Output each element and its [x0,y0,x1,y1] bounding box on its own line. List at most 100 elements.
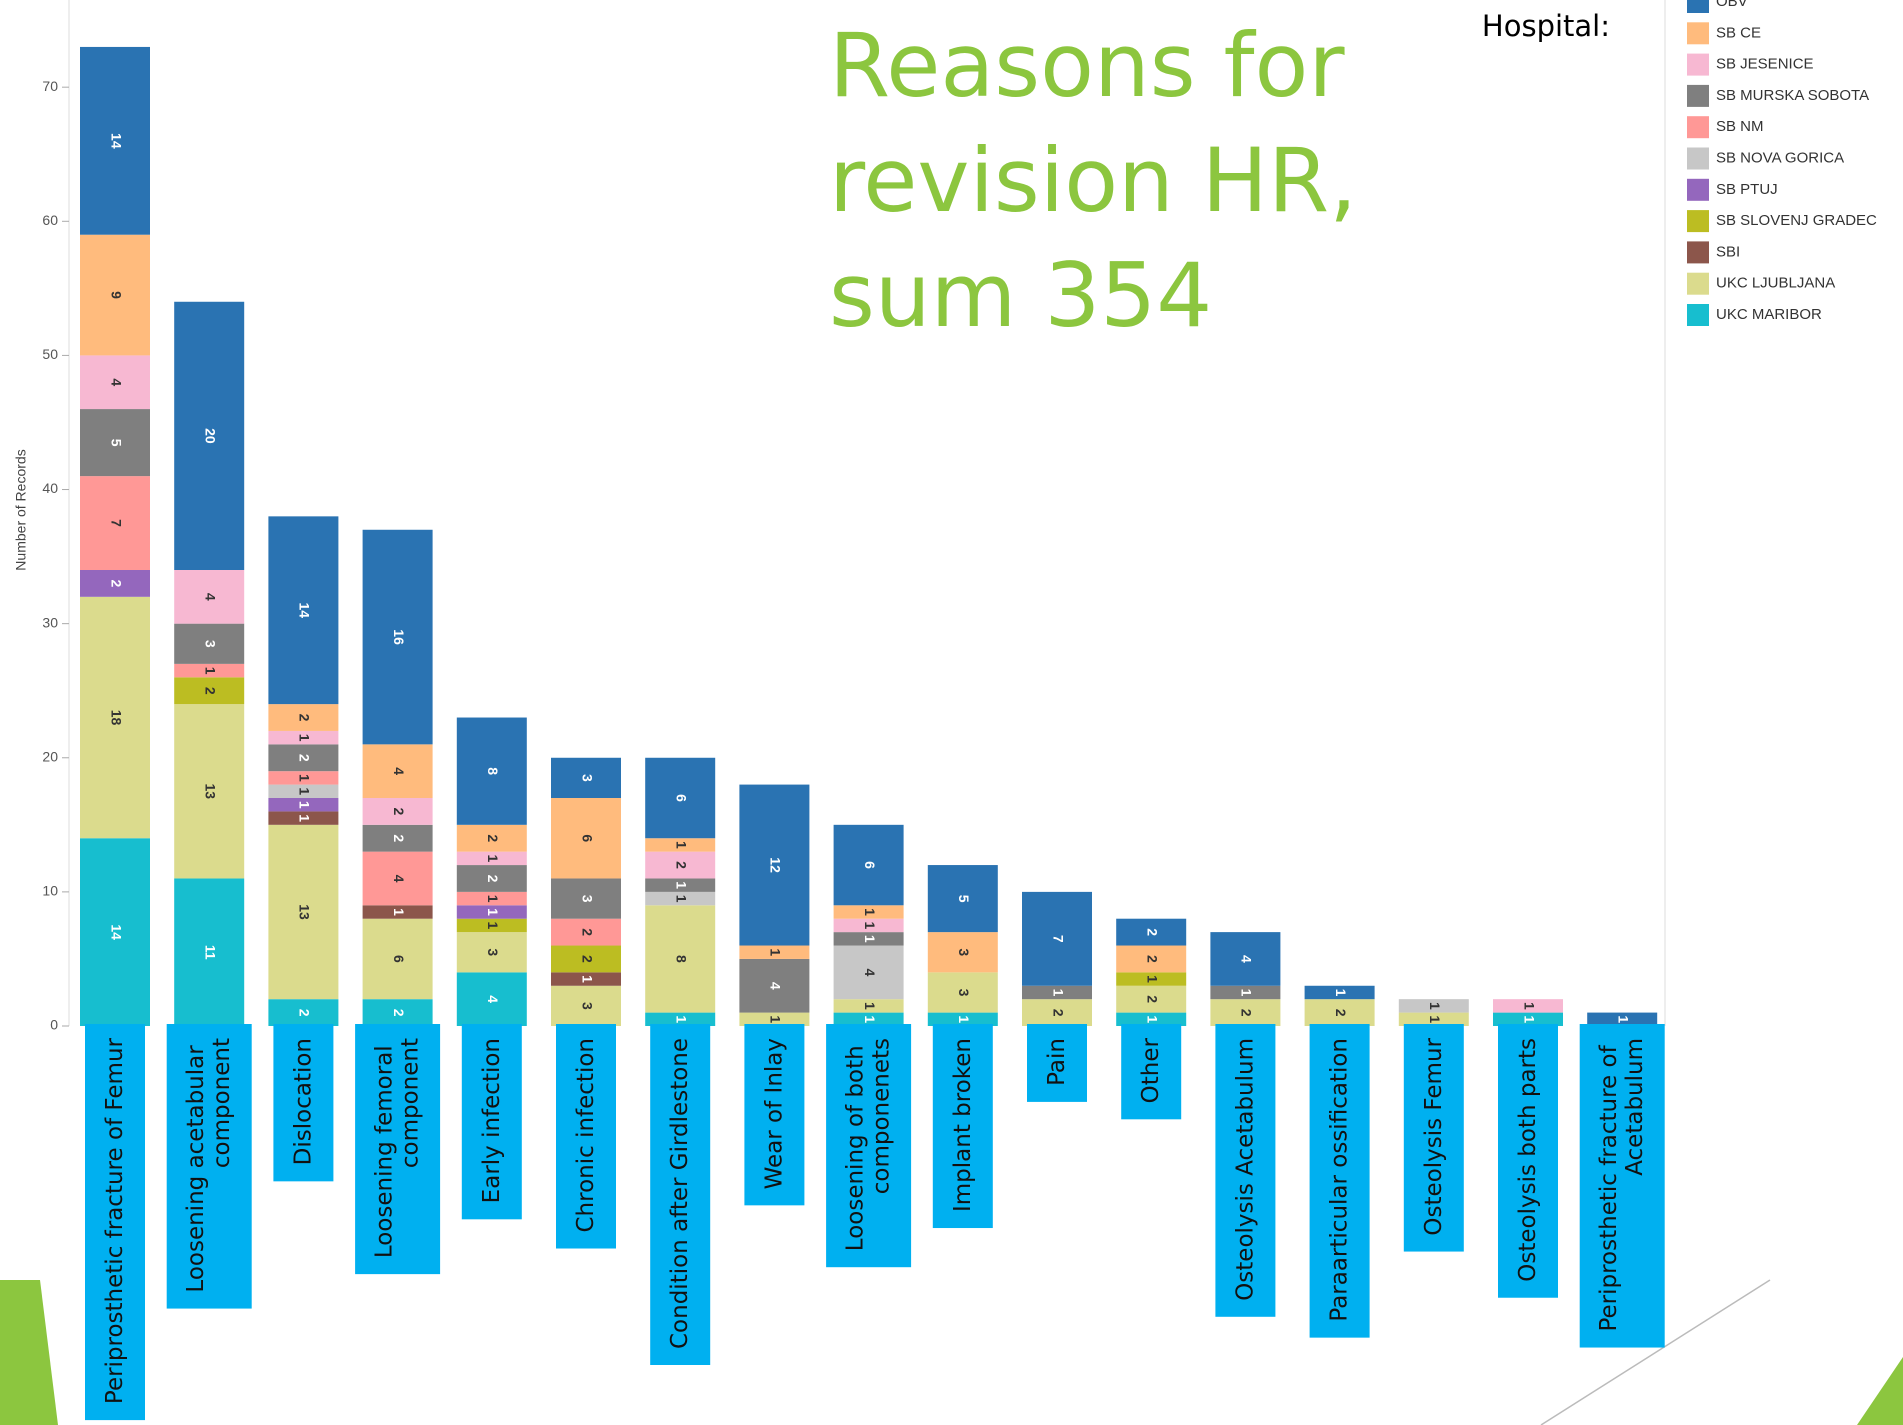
bar-segment [362,918,433,1000]
bar-segment [1210,985,1281,1000]
legend-label: SB PTUJ [1716,181,1778,198]
bar-segment [833,905,904,919]
x-tick-label: Paraarticular ossification [1326,1038,1352,1322]
value-label: 2 [1144,955,1160,963]
label-box [1579,1024,1665,1348]
legend-swatch [1687,116,1709,139]
value-label: 3 [579,895,595,903]
bar-segment [456,932,527,973]
bar-segment [268,704,339,731]
legend-label: SB MURSKA SOBOTA [1716,87,1869,104]
value-label: 6 [673,794,689,802]
bar-segment [362,744,433,798]
bar-segment [1493,999,1563,1013]
value-label: 13 [297,904,313,920]
legend-label: SB CE [1716,24,1761,41]
value-label: 4 [202,593,218,601]
bar-segment [1116,985,1187,1013]
x-tick-label: Chronic infection [573,1038,599,1233]
bar-segment [1210,932,1281,986]
bar-segment [551,757,621,798]
category-label: Osteolysis both parts [1498,1024,1558,1298]
legend-label: SB NOVA GORICA [1716,149,1844,166]
value-label: 13 [202,784,218,800]
category-label: Loosening femoral component [355,1024,441,1275]
decor-right [1857,1357,1903,1425]
value-label: 2 [485,834,501,842]
bar-segment [80,46,150,235]
category-label: Periprosthetic fracture of Acetabulum [1579,1024,1665,1348]
category-label: Early infection [461,1024,522,1220]
bar-segment [80,570,150,597]
legend-label: SB JESENICE [1716,56,1814,73]
value-label: 2 [202,687,218,695]
y-tick-label: 20 [42,748,58,764]
legend-swatch [1687,53,1709,76]
value-label: 3 [579,1002,595,1010]
label-box [744,1024,805,1206]
bar-segment [739,784,810,946]
value-label: 2 [485,875,501,883]
value-label: 1 [956,1015,972,1023]
value-label: 1 [1427,1002,1443,1010]
value-label: 4 [768,982,784,990]
bar-segment [174,677,245,705]
x-tick-label: Periprosthetic fracture of Femur [102,1037,128,1404]
value-label: 1 [297,734,313,742]
value-label: 16 [391,629,407,645]
x-tick-label: Loosening of both componenets [842,1038,894,1251]
value-label: 2 [391,1009,407,1017]
x-tick-label: Osteolysis both parts [1515,1038,1541,1282]
bar-segment [1116,918,1187,946]
bar-segment [268,744,339,772]
bar-segment [456,891,527,906]
label-box [932,1024,993,1229]
category-label: Condition after Girdlestone [650,1024,711,1365]
value-label: 1 [1239,989,1255,997]
category-label: Osteolysis Acetabulum [1215,1024,1276,1317]
value-label: 3 [956,989,972,997]
bar-segment [645,891,716,906]
bar-segment [1398,1012,1469,1026]
value-label: 2 [1333,1009,1349,1017]
bar-segment [1304,999,1375,1026]
value-label: 6 [391,955,407,963]
bar-segment [174,301,245,570]
value-label: 5 [956,895,972,903]
bar-segment [268,811,339,825]
bar-segment [1022,985,1092,1000]
label-box [556,1024,616,1249]
value-label: 2 [1239,1009,1255,1017]
bar-segment [174,704,245,879]
value-label: 2 [673,861,689,869]
legend-swatch [1687,84,1709,107]
x-tick-label: Osteolysis Femur [1420,1037,1446,1235]
value-label: 3 [956,948,972,956]
value-label: 1 [485,922,501,930]
category-label: Periprosthetic fracture of Femur [85,1024,145,1421]
value-label: 4 [108,378,124,386]
legend-swatch [1687,272,1709,295]
value-label: 4 [485,995,501,1003]
value-label: 1 [673,1015,689,1023]
value-label: 7 [108,519,124,527]
value-label: 1 [1144,975,1160,983]
bar-segment [268,798,339,812]
category-label: Paraarticular ossification [1309,1024,1370,1338]
decor-line [1540,1279,1771,1425]
bar-segment [80,596,150,839]
value-label: 1 [673,881,689,889]
value-label: 8 [673,955,689,963]
value-label: 4 [862,968,878,976]
bar-segment [456,824,527,852]
value-label: 2 [391,808,407,816]
bar-segment [80,838,150,1026]
bar-segment [268,730,339,745]
bar-segment [927,932,998,973]
y-tick-label: 70 [42,78,58,94]
x-tick-label: Loosening femoral component [371,1038,423,1258]
value-label: 6 [579,834,595,842]
bar-segment [551,945,621,973]
bar-segment [739,958,810,1013]
value-label: 1 [1427,1015,1443,1023]
